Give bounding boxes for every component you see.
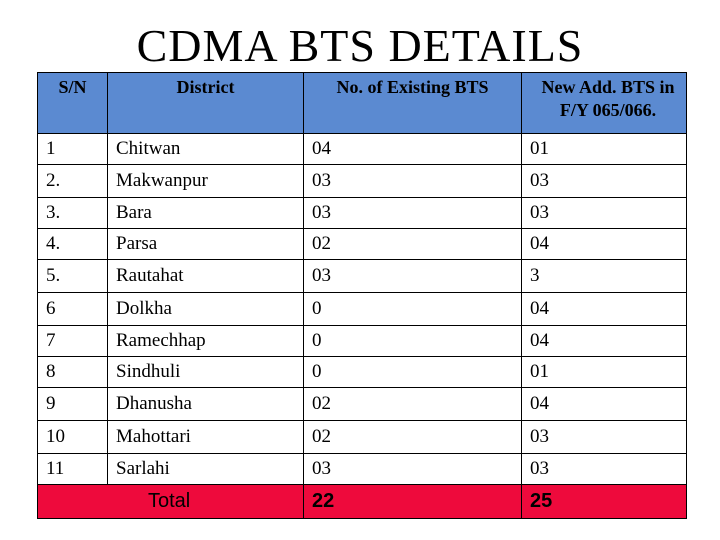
table-row: 4. Parsa 02 04 bbox=[37, 228, 687, 260]
table-row: 6 Dolkha 0 04 bbox=[37, 292, 687, 326]
cell-existing: 02 bbox=[303, 420, 522, 454]
cell-existing: 03 bbox=[303, 453, 522, 485]
page-title: CDMA BTS DETAILS bbox=[136, 20, 584, 71]
cell-existing: 03 bbox=[303, 197, 522, 229]
cell-new: 03 bbox=[521, 164, 687, 198]
table-row: 7 Ramechhap 0 04 bbox=[37, 325, 687, 357]
cell-existing: 03 bbox=[303, 259, 522, 293]
cell-sn: 2. bbox=[37, 164, 108, 198]
cell-new: 04 bbox=[521, 387, 687, 421]
table-row: 1 Chitwan 04 01 bbox=[37, 133, 687, 165]
cell-new: 04 bbox=[521, 292, 687, 326]
table-row: 3. Bara 03 03 bbox=[37, 197, 687, 229]
cell-district: Bara bbox=[107, 197, 304, 229]
cell-new: 01 bbox=[521, 356, 687, 388]
cell-district: Mahottari bbox=[107, 420, 304, 454]
total-row: Total 22 25 bbox=[37, 484, 687, 519]
cell-sn: 7 bbox=[37, 325, 108, 357]
table-row: 11 Sarlahi 03 03 bbox=[37, 453, 687, 485]
table-row: 10 Mahottari 02 03 bbox=[37, 420, 687, 454]
header-existing-bts: No. of Existing BTS bbox=[303, 72, 522, 134]
cell-sn: 8 bbox=[37, 356, 108, 388]
header-sn: S/N bbox=[37, 72, 108, 134]
cell-existing: 0 bbox=[303, 325, 522, 357]
cell-sn: 9 bbox=[37, 387, 108, 421]
cell-district: Sindhuli bbox=[107, 356, 304, 388]
cell-district: Makwanpur bbox=[107, 164, 304, 198]
cell-new: 04 bbox=[521, 228, 687, 260]
cell-new: 03 bbox=[521, 420, 687, 454]
cell-existing: 0 bbox=[303, 292, 522, 326]
total-new: 25 bbox=[521, 484, 687, 519]
cell-district: Dolkha bbox=[107, 292, 304, 326]
cell-existing: 04 bbox=[303, 133, 522, 165]
cell-district: Rautahat bbox=[107, 259, 304, 293]
cell-district: Parsa bbox=[107, 228, 304, 260]
cell-new: 03 bbox=[521, 197, 687, 229]
cell-existing: 0 bbox=[303, 356, 522, 388]
cell-existing: 03 bbox=[303, 164, 522, 198]
total-label: Total bbox=[37, 484, 304, 519]
cell-district: Chitwan bbox=[107, 133, 304, 165]
cell-sn: 11 bbox=[37, 453, 108, 485]
cell-sn: 4. bbox=[37, 228, 108, 260]
cell-district: Dhanusha bbox=[107, 387, 304, 421]
cell-new: 3 bbox=[521, 259, 687, 293]
header-new-bts: New Add. BTS in F/Y 065/066. bbox=[521, 72, 687, 134]
cell-district: Sarlahi bbox=[107, 453, 304, 485]
header-district: District bbox=[107, 72, 304, 134]
table-row: 9 Dhanusha 02 04 bbox=[37, 387, 687, 421]
table-row: 8 Sindhuli 0 01 bbox=[37, 356, 687, 388]
bts-details-table: S/N District No. of Existing BTS New Add… bbox=[37, 72, 687, 519]
cell-sn: 10 bbox=[37, 420, 108, 454]
table-header-row: S/N District No. of Existing BTS New Add… bbox=[37, 72, 687, 134]
table-row: 2. Makwanpur 03 03 bbox=[37, 164, 687, 198]
cell-sn: 3. bbox=[37, 197, 108, 229]
total-existing: 22 bbox=[303, 484, 522, 519]
cell-district: Ramechhap bbox=[107, 325, 304, 357]
cell-new: 01 bbox=[521, 133, 687, 165]
table-row: 5. Rautahat 03 3 bbox=[37, 259, 687, 293]
cell-sn: 5. bbox=[37, 259, 108, 293]
cell-sn: 6 bbox=[37, 292, 108, 326]
cell-new: 04 bbox=[521, 325, 687, 357]
cell-existing: 02 bbox=[303, 228, 522, 260]
cell-existing: 02 bbox=[303, 387, 522, 421]
cell-sn: 1 bbox=[37, 133, 108, 165]
cell-new: 03 bbox=[521, 453, 687, 485]
